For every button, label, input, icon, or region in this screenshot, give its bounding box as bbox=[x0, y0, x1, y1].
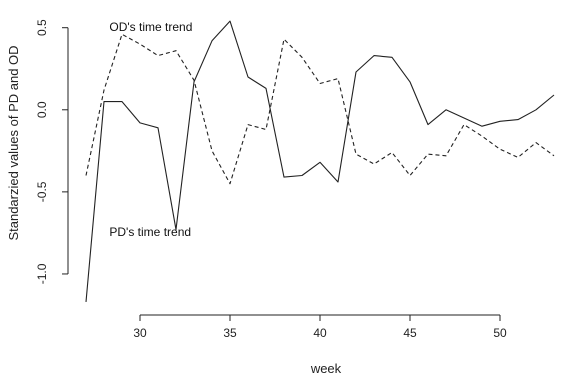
x-tick-label: 45 bbox=[403, 326, 417, 340]
x-axis-title: week bbox=[310, 361, 342, 376]
y-axis-title: Standarzied values of PD and OD bbox=[6, 45, 21, 240]
y-tick-label: -0.5 bbox=[35, 181, 49, 202]
y-axis-ticks: -1.0 -0.5 0.0 0.5 bbox=[35, 19, 68, 284]
annotation-layer: OD's time trend PD's time trend bbox=[109, 20, 192, 239]
series-line-od bbox=[85, 33, 555, 185]
series-line-pd bbox=[85, 20, 555, 302]
y-tick-label: 0.5 bbox=[35, 19, 49, 36]
y-tick-label: -1.0 bbox=[35, 263, 49, 284]
x-tick-label: 40 bbox=[313, 326, 327, 340]
y-tick-label: 0.0 bbox=[35, 101, 49, 118]
annotation-label: OD's time trend bbox=[109, 20, 192, 34]
x-tick-label: 50 bbox=[493, 326, 507, 340]
x-tick-label: 30 bbox=[133, 326, 147, 340]
plot-frame bbox=[67, 27, 500, 316]
annotation-label: PD's time trend bbox=[109, 225, 191, 239]
series-layer bbox=[85, 20, 555, 302]
x-axis-ticks: 30 35 40 45 50 bbox=[133, 315, 507, 340]
x-tick-label: 35 bbox=[223, 326, 237, 340]
